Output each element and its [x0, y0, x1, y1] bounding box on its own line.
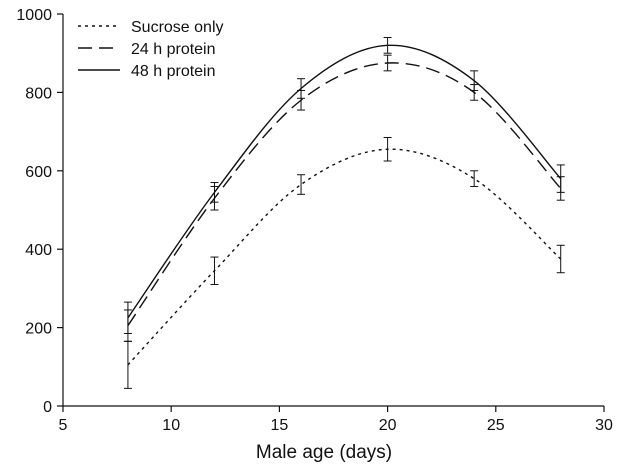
error-bar-48-h-protein — [123, 301, 132, 334]
error-bar-sucrose-only — [556, 244, 565, 274]
legend-item-sucrose-only: Sucrose only — [78, 19, 224, 36]
legend-item-48-h-protein: 48 h protein — [78, 63, 216, 80]
error-bar-sucrose-only — [297, 174, 306, 195]
y-tick-label: 600 — [25, 164, 52, 181]
error-bar-sucrose-only — [470, 170, 479, 187]
series-lines — [127, 44, 562, 366]
error-bar-sucrose-only — [123, 340, 132, 389]
x-tick-label: 25 — [487, 417, 505, 434]
series-line-sucrose-only — [127, 148, 562, 366]
legend: Sucrose only 24 h protein 48 h protein — [78, 19, 224, 80]
y-tick-label: 800 — [25, 85, 52, 102]
y-tick-label: 1000 — [16, 7, 52, 24]
legend-label: 24 h protein — [131, 41, 216, 58]
y-tick-label: 0 — [43, 399, 52, 416]
error-bar-48-h-protein — [297, 78, 306, 99]
x-axis-title: Male age (days) — [256, 442, 392, 463]
series-line-48-h-protein — [127, 44, 562, 319]
legend-label: Sucrose only — [131, 19, 224, 36]
error-bar-24-h-protein — [383, 54, 392, 72]
error-bar-48-h-protein — [383, 37, 392, 54]
legend-item-24-h-protein: 24 h protein — [78, 41, 216, 58]
y-tick-label: 200 — [25, 321, 52, 338]
x-tick-label: 15 — [271, 417, 289, 434]
ticks: 5 10 15 20 25 30 0 200 400 600 800 1000 — [16, 7, 613, 434]
legend-label: 48 h protein — [131, 63, 216, 80]
error-bar-48-h-protein — [210, 182, 219, 203]
y-tick-label: 400 — [25, 242, 52, 259]
x-tick-label: 10 — [162, 417, 180, 434]
error-bar-sucrose-only — [383, 136, 392, 162]
x-tick-label: 5 — [59, 417, 68, 434]
axes — [62, 14, 604, 407]
x-tick-label: 20 — [379, 417, 397, 434]
error-bars — [123, 37, 565, 389]
error-bar-sucrose-only — [210, 256, 219, 285]
error-bar-48-h-protein — [556, 164, 565, 193]
series-line-24-h-protein — [127, 62, 562, 327]
x-tick-label: 30 — [595, 417, 613, 434]
error-bar-48-h-protein — [470, 70, 479, 91]
